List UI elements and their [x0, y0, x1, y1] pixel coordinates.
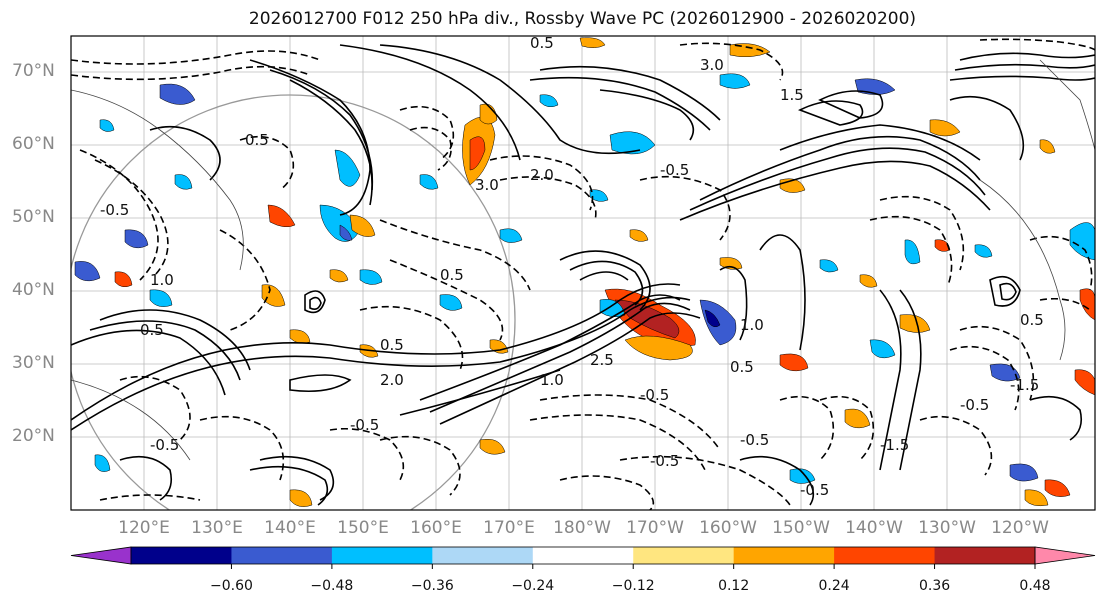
svg-text:0.5: 0.5 [1020, 311, 1044, 329]
colorbar-segment [834, 547, 936, 564]
colorbar-segment [733, 547, 835, 564]
colorbar-tick-label: −0.12 [611, 578, 655, 594]
colorbar-extend-min [70, 546, 132, 565]
colorbar-segment [331, 547, 433, 564]
lon-label-170w: 170°W [626, 518, 684, 538]
colorbar-segment [934, 547, 1036, 564]
svg-text:1.5: 1.5 [780, 86, 804, 104]
svg-text:0.5: 0.5 [530, 34, 554, 52]
colorbar-tick-label: −0.60 [209, 578, 253, 594]
colorbar-segment [432, 547, 534, 564]
lon-label-130e: 130°E [191, 518, 243, 538]
lon-label-120w: 120°W [991, 518, 1049, 538]
svg-text:0.5: 0.5 [140, 321, 164, 339]
lat-label-60: 60°N [12, 134, 55, 154]
svg-text:-0.5: -0.5 [150, 436, 179, 454]
svg-text:2.0: 2.0 [530, 166, 554, 184]
svg-text:0.5: 0.5 [730, 358, 754, 376]
colorbar-tick-label: −0.24 [511, 578, 555, 594]
lat-label-30: 30°N [12, 353, 55, 373]
colorbar-segment [633, 547, 735, 564]
colorbar-tick-label: 0.12 [718, 578, 750, 594]
lat-label-40: 40°N [12, 280, 55, 300]
svg-text:-0.5: -0.5 [650, 452, 679, 470]
svg-text:-0.5: -0.5 [740, 431, 769, 449]
colorbar-tick-label: 0.24 [818, 578, 850, 594]
lon-label-180w: 180°W [553, 518, 611, 538]
colorbar-tick-label: −0.36 [410, 578, 454, 594]
colorbar-extend-max [1034, 546, 1096, 565]
svg-text:0.5: 0.5 [380, 336, 404, 354]
lon-label-130w: 130°W [918, 518, 976, 538]
svg-text:-0.5: -0.5 [660, 161, 689, 179]
svg-text:-0.5: -0.5 [350, 416, 379, 434]
lat-label-50: 50°N [12, 207, 55, 227]
colorbar-segment [532, 547, 634, 564]
contour-labels: 0.5 0.5 0.5 0.5 0.5 0.5 0.5 1.0 1.0 1.0 … [100, 34, 1044, 499]
lon-label-140w: 140°W [845, 518, 903, 538]
colorbar-tick-label: 0.36 [918, 578, 951, 594]
colorbar-segment [231, 547, 333, 564]
svg-text:1.0: 1.0 [540, 371, 564, 389]
svg-text:-1.5: -1.5 [1010, 376, 1039, 394]
map-title: 2026012700 F012 250 hPa div., Rossby Wav… [248, 9, 917, 29]
plot-area [71, 36, 1095, 510]
lat-label-20: 20°N [12, 426, 55, 446]
svg-text:3.0: 3.0 [700, 56, 724, 74]
colorbar-tick-label: −0.48 [310, 578, 354, 594]
lon-label-150e: 150°E [337, 518, 389, 538]
svg-text:-1.5: -1.5 [880, 436, 909, 454]
svg-text:2.0: 2.0 [380, 371, 404, 389]
colorbar-tick-label: 0.48 [1019, 578, 1051, 594]
svg-text:0.5: 0.5 [440, 266, 464, 284]
lon-label-170e: 170°E [483, 518, 535, 538]
svg-text:-0.5: -0.5 [640, 386, 669, 404]
solid-contours [71, 44, 1095, 506]
svg-text:0.5: 0.5 [245, 131, 269, 149]
svg-text:-0.5: -0.5 [800, 481, 829, 499]
lon-label-150w: 150°W [772, 518, 830, 538]
lon-label-160e: 160°E [410, 518, 462, 538]
svg-text:2.5: 2.5 [590, 351, 614, 369]
region-circle [71, 94, 516, 510]
colorbar-segment [131, 547, 232, 564]
lat-label-70: 70°N [12, 61, 55, 81]
lon-label-140e: 140°E [264, 518, 316, 538]
lon-label-160w: 160°W [699, 518, 757, 538]
lon-label-120e: 120°E [118, 518, 170, 538]
svg-text:-0.5: -0.5 [960, 396, 989, 414]
svg-text:1.0: 1.0 [740, 316, 764, 334]
coastlines [71, 59, 1095, 461]
svg-text:-0.5: -0.5 [100, 201, 129, 219]
colorbar [70, 546, 1096, 569]
dashed-contours [71, 38, 1095, 510]
plot-frame [70, 35, 1096, 511]
svg-text:3.0: 3.0 [475, 176, 499, 194]
svg-text:1.0: 1.0 [150, 271, 174, 289]
colorbar-frame [130, 546, 1036, 565]
divergence-shading [74, 37, 1095, 507]
